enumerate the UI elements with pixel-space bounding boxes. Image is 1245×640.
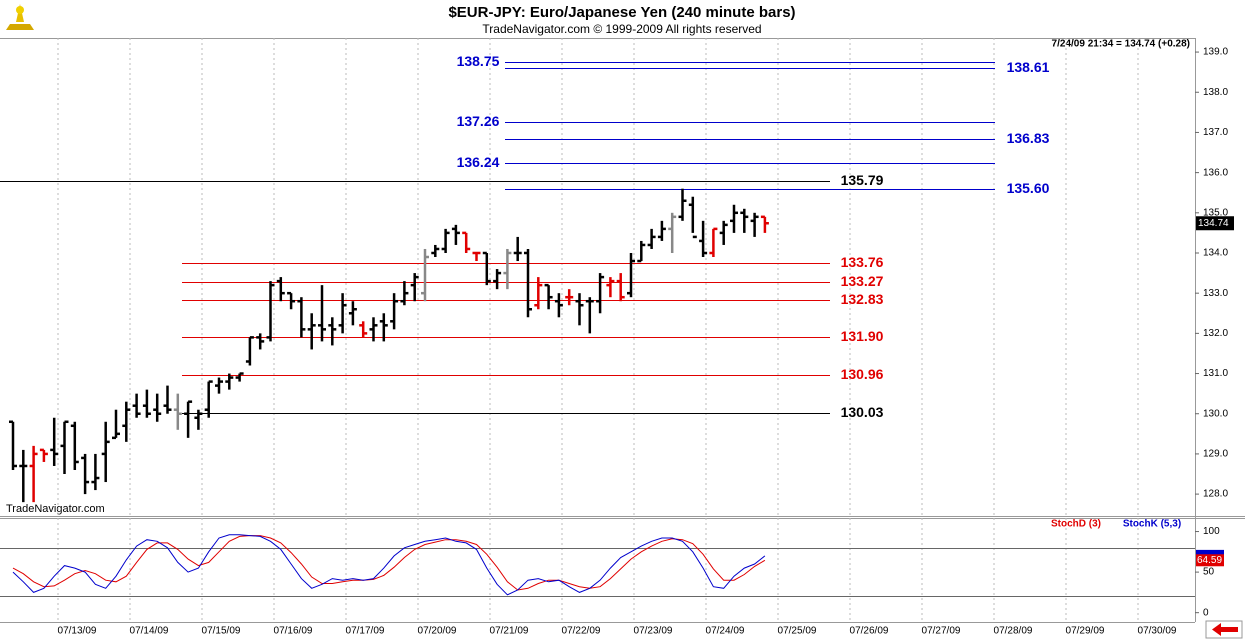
y-tick-label: 132.0 xyxy=(1203,328,1228,339)
level-label: 136.83 xyxy=(1007,130,1050,146)
logo-icon xyxy=(6,4,34,30)
y-tick-label: 100 xyxy=(1203,526,1220,537)
level-label: 136.24 xyxy=(457,154,500,170)
x-tick-label: 07/29/09 xyxy=(1066,626,1105,637)
x-tick-label: 07/21/09 xyxy=(490,626,529,637)
x-tick-label: 07/15/09 xyxy=(202,626,241,637)
level-label: 130.96 xyxy=(841,366,884,382)
level-label: 138.61 xyxy=(1007,59,1050,75)
x-tick-label: 07/28/09 xyxy=(994,626,1033,637)
x-tick-label: 07/20/09 xyxy=(418,626,457,637)
last-quote: 7/24/09 21:34 = 134.74 (+0.28) xyxy=(1052,39,1190,50)
x-tick-label: 07/24/09 xyxy=(706,626,745,637)
last-price-box xyxy=(1196,216,1234,231)
chart-subtitle: TradeNavigator.com © 1999-2009 All right… xyxy=(482,22,761,36)
stoch-value-label: 64.59 xyxy=(1197,555,1222,566)
y-tick-label: 133.0 xyxy=(1203,288,1228,299)
y-tick-label: 131.0 xyxy=(1203,368,1228,379)
y-tick-label: 134.0 xyxy=(1203,248,1228,259)
x-tick-label: 07/25/09 xyxy=(778,626,817,637)
y-tick-label: 128.0 xyxy=(1203,489,1228,500)
level-label: 133.76 xyxy=(841,254,884,270)
level-label: 135.79 xyxy=(841,172,884,188)
level-label: 138.75 xyxy=(457,53,500,69)
level-label: 131.90 xyxy=(841,328,884,344)
level-label: 135.60 xyxy=(1007,180,1050,196)
y-tick-label: 129.0 xyxy=(1203,449,1228,460)
last-price-label: 134.74 xyxy=(1198,218,1229,229)
chart-title: $EUR-JPY: Euro/Japanese Yen (240 minute … xyxy=(448,4,795,21)
y-tick-label: 130.0 xyxy=(1203,408,1228,419)
x-tick-label: 07/23/09 xyxy=(634,626,673,637)
level-label: 133.27 xyxy=(841,273,884,289)
x-tick-label: 07/27/09 xyxy=(922,626,961,637)
legend-entry: StochK (5,3) xyxy=(1123,519,1181,530)
stoch-line xyxy=(12,535,766,591)
y-tick-label: 137.0 xyxy=(1203,127,1228,138)
y-tick-label: 138.0 xyxy=(1203,87,1228,98)
watermark: TradeNavigator.com xyxy=(6,503,105,515)
x-tick-label: 07/26/09 xyxy=(850,626,889,637)
y-tick-label: 0 xyxy=(1203,607,1209,618)
x-tick-label: 07/14/09 xyxy=(130,626,169,637)
x-tick-label: 07/13/09 xyxy=(58,626,97,637)
stoch-line xyxy=(12,534,766,596)
stoch-value-box xyxy=(1196,554,1224,567)
legend-entry: StochD (3) xyxy=(1051,519,1101,530)
y-tick-label: 50 xyxy=(1203,567,1215,578)
y-tick-label: 136.0 xyxy=(1203,167,1228,178)
level-label: 130.03 xyxy=(841,404,884,420)
nav-arrow[interactable] xyxy=(1205,620,1243,639)
x-tick-label: 07/17/09 xyxy=(346,626,385,637)
y-tick-label: 135.0 xyxy=(1203,207,1228,218)
level-label: 132.83 xyxy=(841,291,884,307)
level-label: 137.26 xyxy=(457,113,500,129)
y-tick-label: 139.0 xyxy=(1203,47,1228,58)
x-tick-label: 07/30/09 xyxy=(1138,626,1177,637)
x-tick-label: 07/16/09 xyxy=(274,626,313,637)
x-tick-label: 07/22/09 xyxy=(562,626,601,637)
